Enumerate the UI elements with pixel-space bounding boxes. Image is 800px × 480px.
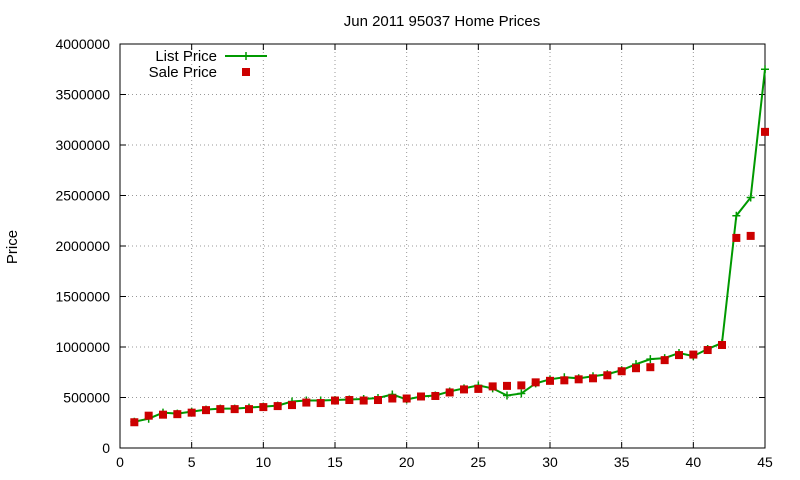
y-tick-label: 0 bbox=[102, 440, 110, 456]
sale-price-point bbox=[546, 376, 554, 385]
x-tick-label: 0 bbox=[116, 454, 124, 470]
sale-price-point bbox=[531, 378, 540, 387]
x-tick-label: 20 bbox=[399, 454, 415, 470]
sale-price-point bbox=[675, 351, 683, 360]
sale-price-point bbox=[488, 382, 497, 391]
axis-ticks: 0 5 10 15 20 25 30 35 40 45 0 500000 1000000 1500000 2… bbox=[55, 36, 773, 470]
legend-marker-list-price bbox=[242, 52, 250, 60]
sale-price-point bbox=[603, 371, 612, 380]
sale-price-point bbox=[259, 403, 268, 412]
sale-price-point bbox=[560, 376, 569, 385]
sale-price-point bbox=[273, 402, 282, 411]
sale-price-point bbox=[689, 350, 698, 359]
x-tick-label: 10 bbox=[256, 454, 272, 470]
legend-label-list-price: List Price bbox=[155, 48, 217, 65]
y-tick-label: 3500000 bbox=[55, 87, 110, 103]
sale-price-point bbox=[617, 367, 626, 376]
sale-price-point bbox=[359, 396, 368, 405]
sale-price-point bbox=[574, 375, 583, 384]
sale-price-point bbox=[761, 127, 769, 136]
sale-price-point bbox=[646, 363, 655, 372]
sale-price-point bbox=[431, 391, 440, 400]
sale-price-point bbox=[202, 406, 210, 415]
x-tick-label: 30 bbox=[542, 454, 558, 470]
sale-price-point bbox=[130, 418, 139, 427]
legend: List Price Sale Price bbox=[149, 48, 267, 81]
sale-price-point bbox=[173, 410, 182, 419]
sale-price-point bbox=[632, 364, 640, 373]
list-price-point bbox=[732, 211, 741, 220]
y-tick-label: 4000000 bbox=[55, 36, 110, 52]
sale-price-point bbox=[159, 410, 167, 419]
list-price-point bbox=[517, 389, 526, 398]
sale-price-point bbox=[230, 405, 239, 414]
sale-price-point bbox=[402, 394, 411, 403]
sale-price-point bbox=[345, 396, 354, 405]
sale-price-point bbox=[460, 385, 468, 394]
x-tick-label: 25 bbox=[471, 454, 487, 470]
sale-price-point bbox=[732, 233, 741, 242]
sale-price-point bbox=[288, 401, 296, 410]
legend-marker-sale-price bbox=[242, 68, 250, 76]
sale-price-point bbox=[302, 398, 311, 407]
list-price-line bbox=[134, 69, 766, 423]
x-tick-label: 35 bbox=[614, 454, 630, 470]
x-tick-label: 45 bbox=[757, 454, 773, 470]
list-price-point bbox=[746, 193, 755, 202]
y-tick-label: 2500000 bbox=[55, 188, 110, 204]
sale-price-point bbox=[660, 356, 669, 365]
sale-price-point bbox=[216, 405, 225, 414]
sale-price-point bbox=[718, 340, 726, 349]
y-tick-label: 500000 bbox=[63, 390, 110, 406]
data-series bbox=[130, 65, 769, 427]
y-axis-title: Price bbox=[4, 230, 21, 264]
y-tick-label: 1500000 bbox=[55, 289, 110, 305]
sale-price-point bbox=[417, 392, 425, 401]
y-tick-label: 1000000 bbox=[55, 339, 110, 355]
chart-title: Jun 2011 95037 Home Prices bbox=[344, 13, 541, 30]
list-price-point bbox=[761, 65, 769, 74]
sale-price-point bbox=[331, 396, 339, 405]
series-sale-price bbox=[130, 127, 769, 427]
sale-price-point bbox=[187, 408, 196, 417]
sale-price-point bbox=[589, 374, 597, 383]
sale-price-point bbox=[746, 231, 755, 240]
sale-price-point bbox=[445, 388, 454, 397]
legend-label-sale-price: Sale Price bbox=[149, 64, 217, 81]
x-tick-label: 40 bbox=[686, 454, 702, 470]
list-price-point bbox=[646, 355, 655, 364]
x-tick-label: 5 bbox=[188, 454, 196, 470]
sale-price-point bbox=[316, 399, 325, 408]
y-tick-label: 3000000 bbox=[55, 137, 110, 153]
sale-price-point bbox=[703, 346, 712, 355]
sale-price-point bbox=[388, 394, 397, 403]
sale-price-point bbox=[503, 381, 511, 390]
grid-lines bbox=[120, 44, 765, 448]
sale-price-point bbox=[374, 396, 382, 405]
sale-price-point bbox=[144, 411, 153, 420]
sale-price-point bbox=[245, 405, 253, 414]
series-list-price bbox=[130, 65, 769, 426]
x-tick-label: 15 bbox=[327, 454, 343, 470]
y-tick-label: 2000000 bbox=[55, 238, 110, 254]
sale-price-point bbox=[474, 384, 483, 393]
sale-price-point bbox=[517, 381, 526, 390]
list-price-point bbox=[503, 391, 511, 400]
